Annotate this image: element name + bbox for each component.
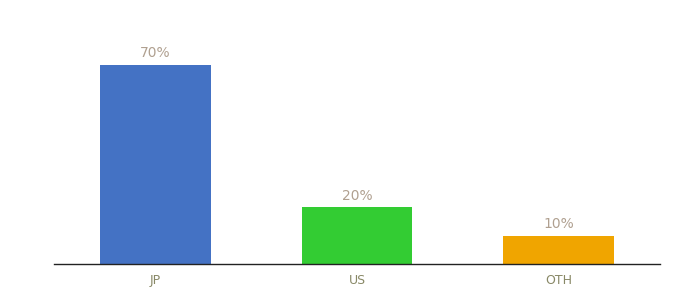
Text: 10%: 10% xyxy=(543,217,574,231)
Bar xyxy=(503,236,614,264)
Text: 20%: 20% xyxy=(341,189,373,203)
Bar xyxy=(301,207,413,264)
Text: 70%: 70% xyxy=(140,46,171,60)
Bar xyxy=(100,64,211,264)
